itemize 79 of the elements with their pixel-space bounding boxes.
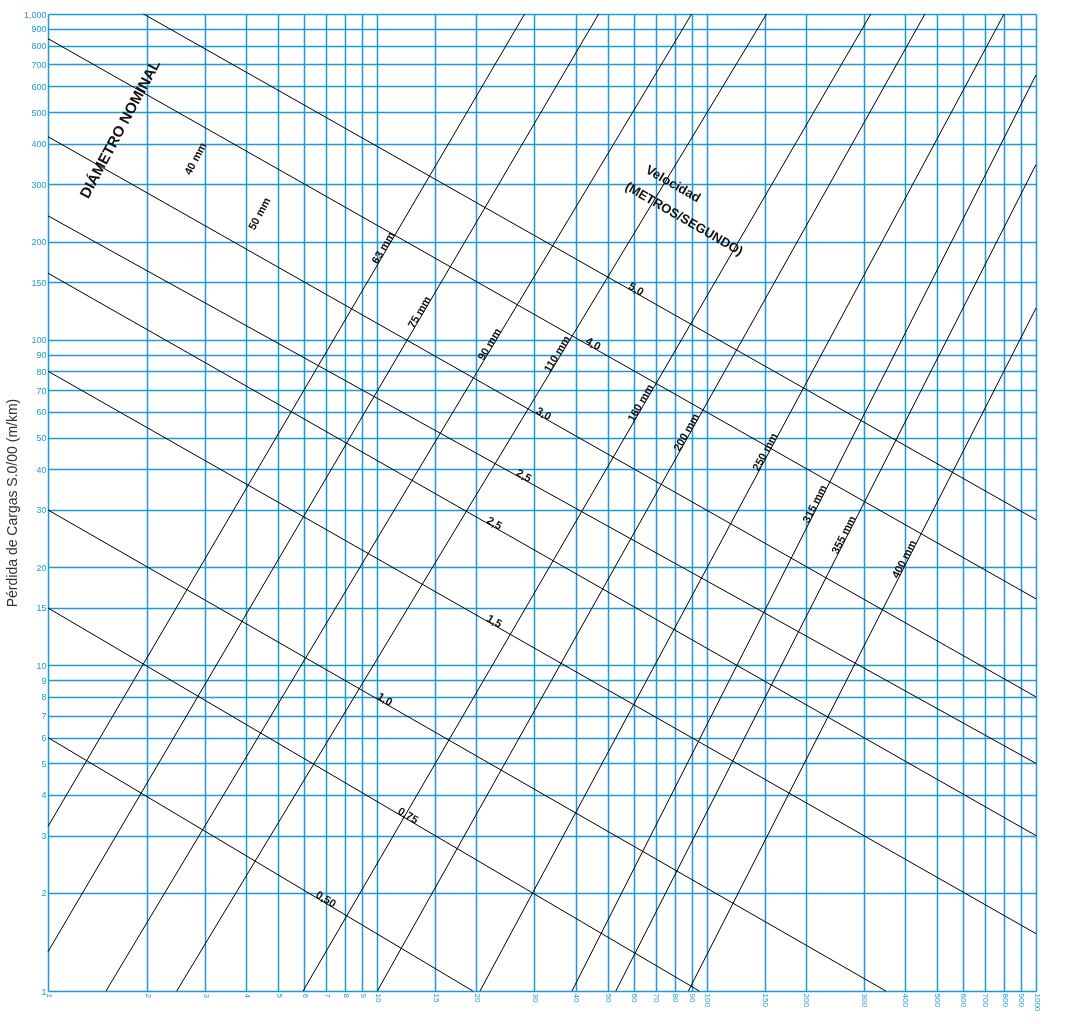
text: 400 mm	[889, 537, 919, 580]
x-tick-label: 60	[630, 993, 640, 1003]
x-tick-label: 400	[901, 993, 911, 1008]
y-tick-label: 1,000	[23, 9, 47, 20]
text: 1,5	[484, 611, 505, 630]
x-tick-label: 8	[341, 993, 351, 999]
text: 355 mm	[828, 513, 859, 556]
x-tick-label: 6	[300, 993, 310, 999]
y-tick-label: 600	[31, 81, 47, 92]
annotation: 50 mm	[245, 195, 273, 232]
y-tick-label: 7	[41, 711, 47, 722]
y-tick-label: 100	[31, 335, 47, 346]
y-tick-label: 4	[41, 790, 47, 801]
x-tick-label: 1000	[1032, 993, 1042, 1012]
y-tick-label: 800	[31, 41, 47, 52]
y-tick-label: 70	[36, 385, 47, 396]
x-tick-label: 30	[530, 993, 540, 1003]
x-tick-label: 5	[274, 993, 284, 999]
y-tick-label: 200	[31, 237, 47, 248]
y-tick-label: 80	[36, 366, 47, 377]
text: 3,0	[534, 404, 554, 423]
x-tick-label: 7	[322, 993, 332, 999]
y-tick-label: 900	[31, 24, 47, 35]
y-tick-label: 5	[41, 758, 47, 769]
y-tick-label: 700	[31, 59, 47, 70]
text: 4,0	[583, 334, 603, 353]
annotation: 40 mm	[181, 140, 209, 177]
x-tick-label: 150	[761, 993, 771, 1008]
y-tick-label: 40	[36, 464, 47, 475]
y-tick-label: 500	[31, 107, 47, 118]
x-tick-label: 900	[1017, 993, 1027, 1008]
y-tick-label: 10	[36, 660, 47, 671]
y-tick-label: 300	[31, 179, 47, 190]
text: 160 mm	[624, 381, 656, 424]
y-tick-label: 3	[41, 831, 47, 842]
x-tick-label: 50	[604, 993, 614, 1003]
x-tick-label: 3	[201, 993, 211, 999]
text: 110 mm	[541, 333, 573, 375]
x-tick-label: 10	[373, 993, 383, 1003]
y-tick-label: 60	[36, 407, 47, 418]
x-tick-label: 800	[1000, 993, 1010, 1008]
text: 2,5	[514, 466, 534, 485]
x-tick-label: 80	[671, 993, 681, 1003]
y-tick-label: 50	[36, 433, 47, 444]
text: 75 mm	[405, 293, 434, 331]
text: 90 mm	[474, 325, 504, 363]
x-tick-label: 40	[572, 993, 582, 1003]
x-tick-label: 300	[860, 993, 870, 1008]
x-tick-label: 20	[472, 993, 482, 1003]
y-tick-label: 150	[31, 277, 47, 288]
y-tick-label: 6	[41, 733, 47, 744]
x-tick-label: 15	[431, 993, 441, 1003]
text: 0,50	[313, 888, 339, 910]
x-tick-label: 70	[652, 993, 662, 1003]
x-tick-label: 600	[959, 993, 969, 1008]
x-tick-label: 4	[242, 993, 252, 999]
x-tick-label: 500	[933, 993, 943, 1008]
x-tick-label: 9	[358, 993, 368, 999]
x-tick-label: 100	[703, 993, 713, 1008]
y-tick-label: 8	[41, 692, 47, 703]
x-tick-label: 200	[802, 993, 812, 1008]
y-tick-label: 30	[36, 505, 47, 516]
y-tick-label: 15	[36, 603, 47, 614]
text: 2,5	[484, 513, 505, 532]
text: 0,75	[395, 804, 421, 826]
text: 200 mm	[670, 411, 702, 453]
x-tick-label: 2	[143, 993, 153, 999]
y-axis-title: Pérdida de Cargas S.0/00 (m/km)	[3, 398, 20, 608]
y-tick-label: 400	[31, 139, 47, 150]
y-tick-label: 2	[41, 888, 47, 899]
text: 1,0	[375, 689, 395, 708]
text: 5,0	[626, 279, 646, 298]
text: 250 mm	[749, 430, 780, 473]
y-tick-label: 90	[36, 350, 47, 361]
y-tick-label: 20	[36, 562, 47, 573]
y-tick-label: 9	[41, 675, 47, 686]
x-tick-label: 700	[981, 993, 991, 1008]
text: 315 mm	[799, 482, 830, 525]
x-tick-label: 90	[688, 993, 698, 1003]
